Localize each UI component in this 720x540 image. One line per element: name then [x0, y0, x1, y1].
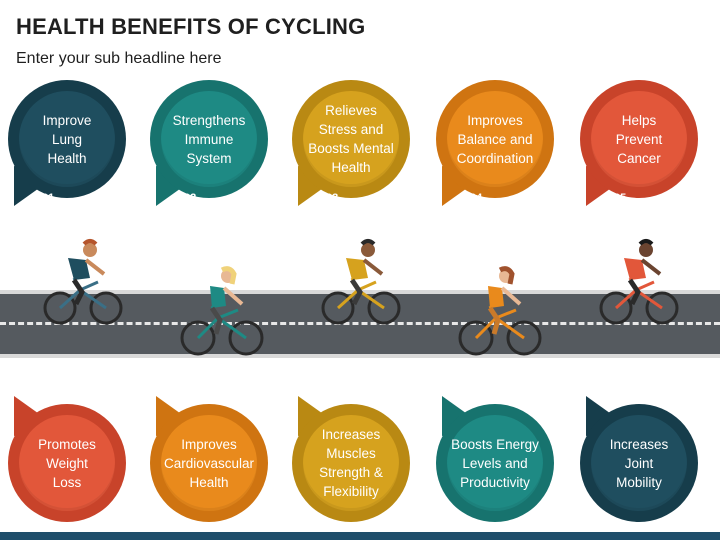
benefit-number: 09: [470, 390, 483, 402]
cyclist-icon: [43, 239, 123, 325]
benefit-label: Improves Cardiovascular Health: [163, 436, 255, 490]
benefit-number: 02: [184, 192, 197, 204]
bubble-inner: [447, 91, 543, 187]
benefit-bubble-08: Increases Muscles Strength & Flexibility…: [292, 390, 410, 522]
benefit-bubble-02: Strengthens Immune System 02: [150, 80, 268, 206]
bubble-inner: [591, 415, 687, 511]
benefit-number: 08: [326, 390, 339, 402]
bubble-inner: [591, 91, 687, 187]
bubble-inner: [303, 415, 399, 511]
benefit-label: Increases Muscles Strength & Flexibility: [319, 427, 383, 499]
bubble-inner: [161, 91, 257, 187]
bottom-accent-strip: [0, 532, 720, 540]
benefit-label: Increases Joint Mobility: [609, 436, 669, 490]
cyclist-icon: [321, 239, 401, 325]
benefit-label: Helps Prevent Cancer: [615, 112, 663, 166]
bubble-inner: [161, 415, 257, 511]
bubble-inner: [19, 415, 115, 511]
benefit-bubble-05: Helps Prevent Cancer 05: [580, 80, 698, 206]
benefit-number: 05: [614, 192, 627, 204]
benefit-number: 04: [470, 192, 483, 204]
benefit-bubble-03: Relieves Stress and Boosts Mental Health…: [292, 80, 410, 206]
benefit-number: 07: [184, 390, 197, 402]
cyclist-icon: [458, 266, 542, 356]
benefit-label: Relieves Stress and Boosts Mental Health: [308, 103, 394, 175]
benefit-label: Boosts Energy Levels and Productivity: [451, 436, 539, 490]
benefit-bubble-07: Improves Cardiovascular Health 07: [150, 390, 268, 522]
benefit-bubble-06: Promotes Weight Loss 06: [8, 390, 126, 522]
bubble-inner: [19, 91, 115, 187]
benefit-bubble-01: Improve Lung Health 01: [8, 80, 126, 206]
benefit-number: 10: [614, 390, 627, 402]
bubble-inner: [303, 91, 399, 187]
benefit-number: 01: [42, 192, 55, 204]
benefit-label: Improve Lung Health: [42, 112, 92, 166]
benefit-number: 06: [42, 390, 55, 402]
benefit-label: Strengthens Immune System: [172, 112, 246, 166]
benefit-bubble-10: Increases Joint Mobility 10: [580, 390, 698, 522]
road-lane-marking: [0, 322, 720, 325]
benefit-label: Improves Balance and Coordination: [456, 112, 534, 166]
benefit-number: 03: [326, 192, 339, 204]
benefit-label: Promotes Weight Loss: [38, 436, 96, 490]
benefit-bubble-04: Improves Balance and Coordination 04: [436, 80, 554, 206]
bubble-inner: [447, 415, 543, 511]
cyclist-icon: [180, 266, 264, 356]
benefit-bubble-09: Boosts Energy Levels and Productivity 09: [436, 390, 554, 522]
page-subtitle: Enter your sub headline here: [16, 50, 222, 67]
page-title: HEALTH BENEFITS OF CYCLING: [16, 14, 366, 39]
cyclist-icon: [599, 239, 679, 325]
